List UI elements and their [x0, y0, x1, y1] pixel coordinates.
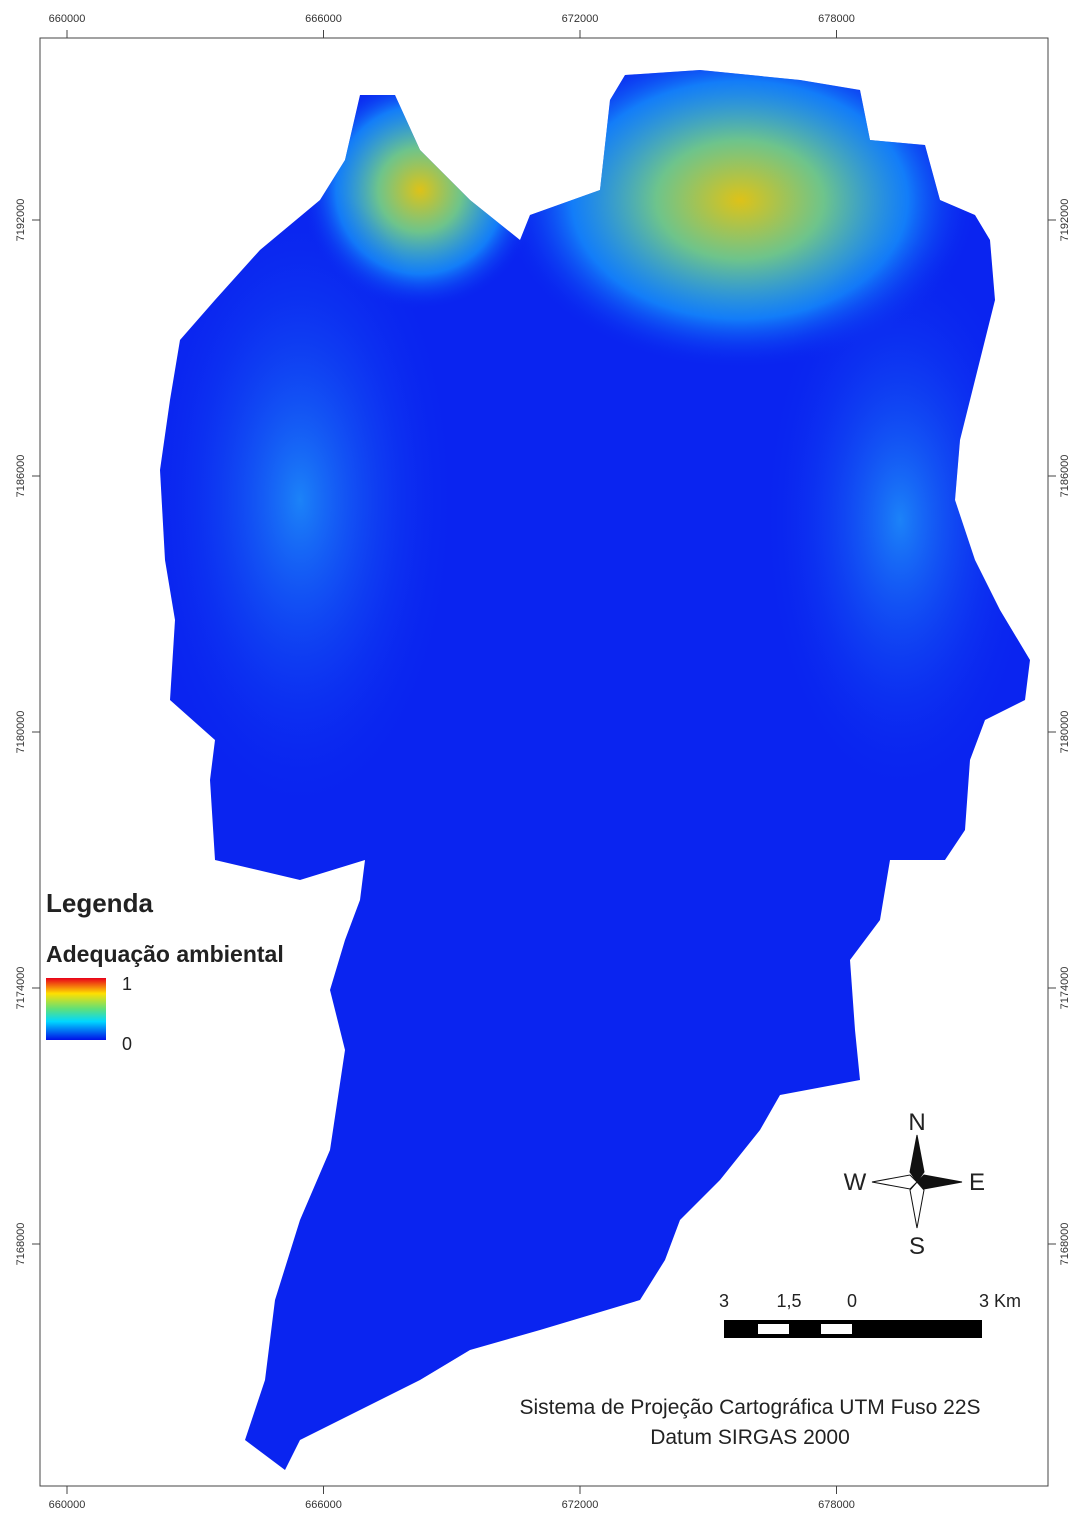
- x-tick-label: 666000: [305, 1499, 342, 1511]
- scale-label: 3 Km: [979, 1291, 1021, 1311]
- y-tick-label: 7174000: [15, 967, 27, 1010]
- x-tick-label: 672000: [562, 13, 599, 25]
- x-tick-label: 660000: [49, 1499, 86, 1511]
- y-tick-label: 7186000: [15, 455, 27, 498]
- compass-s: S: [909, 1233, 925, 1260]
- y-tick-label: 7192000: [15, 199, 27, 242]
- legend-max: 1: [122, 974, 132, 994]
- legend-title: Legenda: [46, 888, 153, 918]
- y-tick-label: 7174000: [1059, 967, 1071, 1010]
- y-tick-label: 7186000: [1059, 455, 1071, 498]
- x-tick-label: 666000: [305, 13, 342, 25]
- y-tick-label: 7168000: [1059, 1223, 1071, 1266]
- scale-label: 3: [719, 1291, 729, 1311]
- y-tick-label: 7180000: [1059, 711, 1071, 754]
- x-tick-label: 672000: [562, 1499, 599, 1511]
- projection-text: Datum SIRGAS 2000: [650, 1426, 850, 1449]
- scale-label: 0: [847, 1291, 857, 1311]
- x-tick-label: 678000: [818, 1499, 855, 1511]
- compass-e: E: [969, 1169, 985, 1196]
- projection-text: Sistema de Projeção Cartográfica UTM Fus…: [519, 1396, 980, 1419]
- y-tick-label: 7168000: [15, 1223, 27, 1266]
- legend-subtitle: Adequação ambiental: [46, 941, 284, 967]
- compass-n: N: [908, 1109, 925, 1136]
- legend-min: 0: [122, 1034, 132, 1054]
- y-tick-label: 7180000: [15, 711, 27, 754]
- scale-label: 1,5: [776, 1291, 801, 1311]
- map-page: 660000 660000 666000 666000 672000 672000 6780…: [0, 0, 1078, 1515]
- y-tick-label: 7192000: [1059, 199, 1071, 242]
- x-tick-label: 678000: [818, 13, 855, 25]
- legend-ramp: [46, 978, 106, 1040]
- compass-w: W: [844, 1169, 867, 1196]
- scale-bar: [724, 1320, 982, 1338]
- x-tick-label: 660000: [49, 13, 86, 25]
